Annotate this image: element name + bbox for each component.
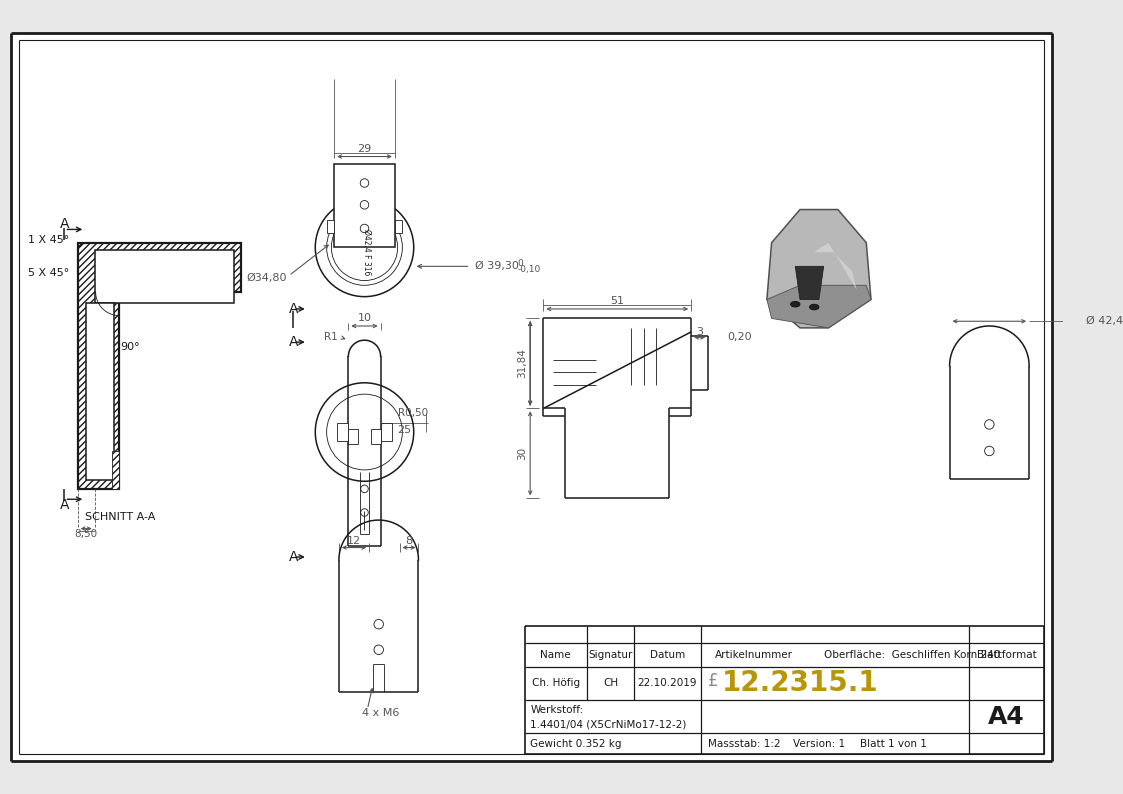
Ellipse shape xyxy=(791,302,800,307)
Text: Ø 42,40: Ø 42,40 xyxy=(1086,316,1123,326)
Text: 1.4401/04 (X5CrNiMo17-12-2): 1.4401/04 (X5CrNiMo17-12-2) xyxy=(530,719,686,730)
Text: -0,10: -0,10 xyxy=(518,264,541,274)
Text: A: A xyxy=(289,335,299,349)
Text: 1 X 45°: 1 X 45° xyxy=(28,235,70,245)
Text: £: £ xyxy=(709,673,719,691)
Polygon shape xyxy=(767,210,871,328)
Text: 51: 51 xyxy=(610,296,624,306)
Text: CH: CH xyxy=(603,678,619,688)
Text: 12.2315.1: 12.2315.1 xyxy=(721,669,878,697)
Polygon shape xyxy=(111,451,119,489)
Text: 31,84: 31,84 xyxy=(518,349,528,378)
Text: Blattformat: Blattformat xyxy=(977,650,1037,660)
Text: Werkstoff:: Werkstoff: xyxy=(530,705,584,715)
Text: A: A xyxy=(289,302,299,316)
Text: 22.10.2019: 22.10.2019 xyxy=(638,678,697,688)
Bar xyxy=(395,220,402,233)
Text: 12: 12 xyxy=(347,536,362,546)
Text: Massstab: 1:2: Massstab: 1:2 xyxy=(709,738,780,749)
Text: Version: 1: Version: 1 xyxy=(793,738,846,749)
Polygon shape xyxy=(767,285,871,328)
Text: 25: 25 xyxy=(398,426,411,435)
Bar xyxy=(335,164,395,248)
Text: Blatt 1 von 1: Blatt 1 von 1 xyxy=(859,738,926,749)
Text: Ch. Höfig: Ch. Höfig xyxy=(531,678,579,688)
Text: Datum: Datum xyxy=(650,650,685,660)
Text: 5 X 45°: 5 X 45° xyxy=(28,268,70,278)
Text: 30: 30 xyxy=(518,447,528,460)
Text: 0,20: 0,20 xyxy=(727,333,751,342)
Text: 8,50: 8,50 xyxy=(74,530,98,539)
Text: Ø 39,30: Ø 39,30 xyxy=(475,261,519,272)
Text: Signatur: Signatur xyxy=(588,650,633,660)
Bar xyxy=(348,430,358,445)
Text: Oberfläche:  Geschliffen Korn 240: Oberfläche: Geschliffen Korn 240 xyxy=(823,650,999,660)
Polygon shape xyxy=(77,243,241,489)
Polygon shape xyxy=(814,243,857,290)
Text: Name: Name xyxy=(540,650,572,660)
Text: 3: 3 xyxy=(696,326,703,337)
Text: Gewicht 0.352 kg: Gewicht 0.352 kg xyxy=(530,738,622,749)
Text: SCHNITT A-A: SCHNITT A-A xyxy=(85,512,156,522)
Text: 29: 29 xyxy=(357,144,372,154)
Text: A: A xyxy=(60,498,70,512)
Text: 0: 0 xyxy=(518,259,523,268)
Bar xyxy=(327,220,335,233)
Polygon shape xyxy=(86,303,113,480)
Bar xyxy=(337,422,348,441)
Text: 10: 10 xyxy=(357,314,372,323)
Text: A: A xyxy=(60,217,70,231)
Text: R1: R1 xyxy=(323,333,338,342)
Polygon shape xyxy=(795,266,823,299)
Text: Ø42,4 F 316: Ø42,4 F 316 xyxy=(362,229,371,276)
Text: 90°: 90° xyxy=(120,342,140,352)
Text: Artikelnummer: Artikelnummer xyxy=(715,650,793,660)
Text: R0,50: R0,50 xyxy=(398,408,428,418)
Bar xyxy=(371,430,381,445)
Text: A4: A4 xyxy=(988,704,1025,729)
Bar xyxy=(381,422,392,441)
Text: A: A xyxy=(289,550,299,564)
Polygon shape xyxy=(94,250,234,303)
Text: 4 x M6: 4 x M6 xyxy=(362,708,399,719)
Text: 8: 8 xyxy=(405,536,412,546)
Text: Ø34,80: Ø34,80 xyxy=(246,272,286,283)
Ellipse shape xyxy=(810,304,819,310)
